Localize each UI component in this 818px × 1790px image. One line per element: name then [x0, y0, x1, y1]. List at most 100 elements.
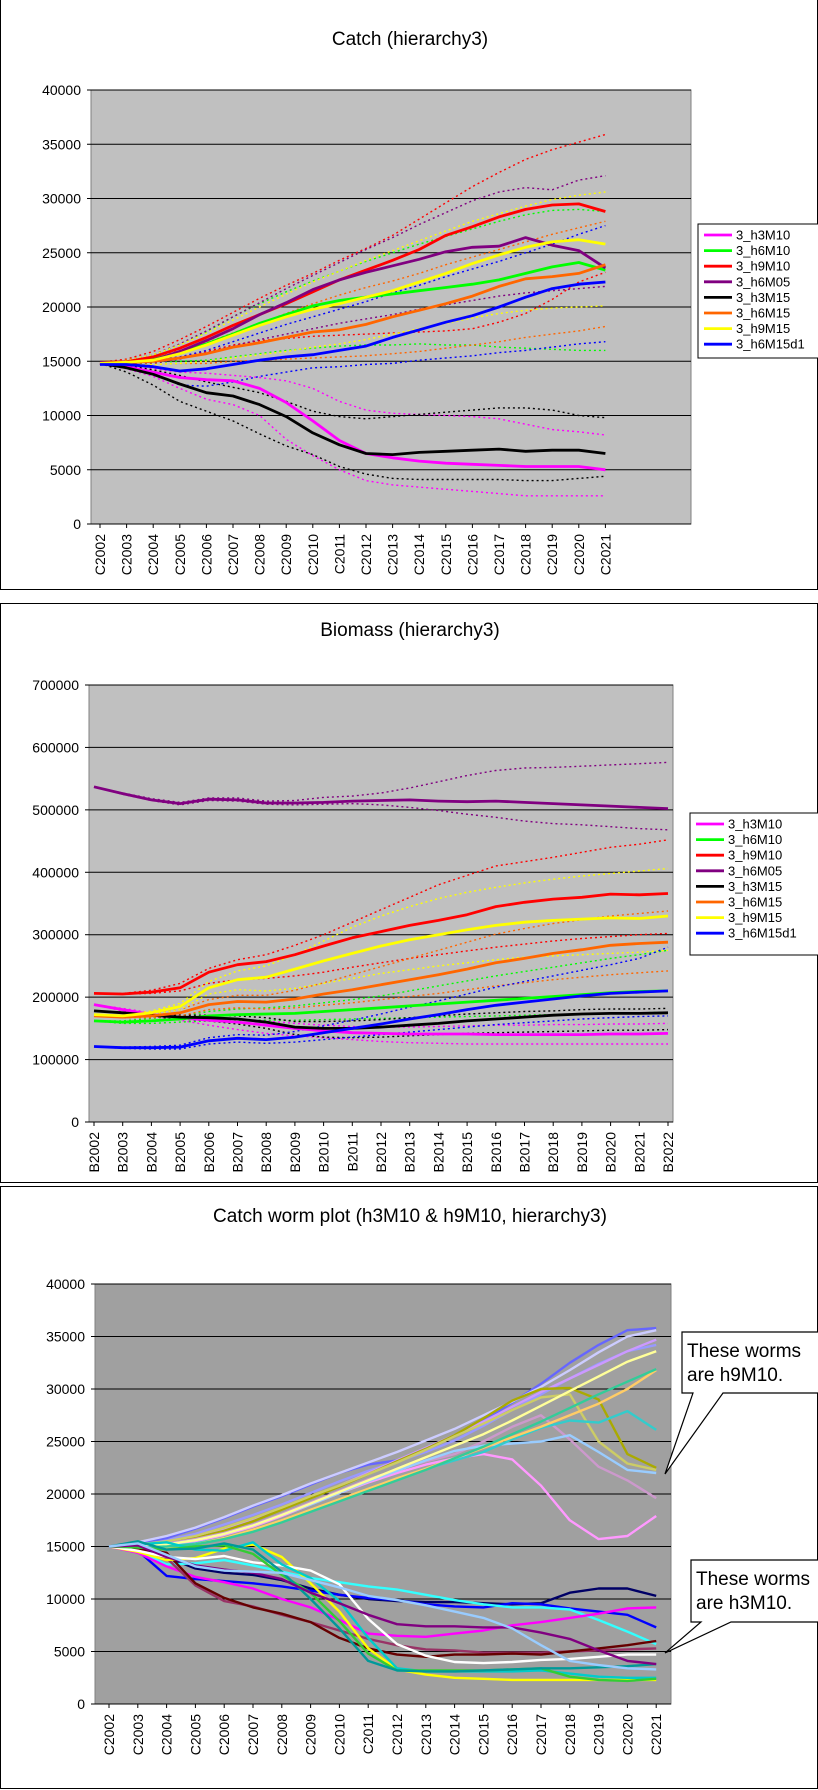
- series-line: [108, 1329, 657, 1548]
- y-tick-label: 200000: [32, 989, 79, 1005]
- x-tick-label: B2008: [258, 1132, 274, 1173]
- x-tick-label: C2007: [245, 1714, 261, 1755]
- legend-label: 3_h9M15: [736, 321, 790, 336]
- x-tick-label: B2017: [517, 1132, 533, 1173]
- series-line: [99, 263, 606, 365]
- x-tick-label: C2018: [562, 1714, 578, 1755]
- y-tick-label: 300000: [32, 927, 79, 943]
- y-tick-label: 20000: [46, 1486, 85, 1502]
- x-tick-label: C2021: [597, 534, 613, 575]
- x-tick-label: B2002: [86, 1132, 102, 1173]
- chart-title: Catch worm plot (h3M10 & h9M10, hierarch…: [213, 1206, 607, 1227]
- series-bound-line: [99, 305, 606, 366]
- series-bound-line: [99, 341, 606, 387]
- x-tick-label: C2020: [571, 534, 587, 575]
- legend-label: 3_h6M10: [736, 243, 790, 258]
- x-tick-label: C2019: [591, 1714, 607, 1755]
- y-tick-label: 20000: [42, 299, 81, 315]
- legend-label: 3_h3M15: [728, 879, 782, 894]
- series-bound-line: [99, 362, 606, 482]
- y-tick-label: 700000: [32, 677, 79, 693]
- x-tick-label: C2013: [385, 534, 401, 575]
- callout-text: These worms: [687, 1341, 801, 1362]
- series-line: [93, 914, 669, 1018]
- y-tick-label: 30000: [46, 1381, 85, 1397]
- x-tick-label: C2002: [101, 1714, 117, 1755]
- catch-chart-panel: Catch (hierarchy3) 0 5000 10000 15000 20000 25…: [0, 0, 818, 590]
- x-tick-label: C2014: [411, 534, 427, 575]
- biomass-chart: Biomass (hierarchy3) 0 100000 200000 300000 4…: [32, 620, 818, 1173]
- y-tick-label: 5000: [50, 462, 81, 478]
- y-tick-label: 0: [71, 1114, 79, 1130]
- legend-label: 3_h6M15: [728, 895, 782, 910]
- series-line: [93, 940, 669, 1019]
- x-tick-label: B2005: [172, 1132, 188, 1173]
- x-tick-label: B2014: [430, 1132, 446, 1173]
- x-tick-label: B2011: [344, 1132, 360, 1172]
- legend-label: 3_h6M15d1: [736, 337, 805, 352]
- y-tick-label: 35000: [42, 136, 81, 152]
- series-bound-line: [99, 133, 606, 363]
- series-bound-line: [93, 1011, 669, 1025]
- x-tick-label: C2012: [358, 534, 374, 575]
- x-tick-label: B2009: [287, 1132, 303, 1173]
- x-tick-label: B2020: [603, 1132, 619, 1173]
- legend-label: 3_h9M10: [728, 848, 782, 863]
- x-tick-label: C2003: [119, 534, 135, 575]
- series-bound-line: [100, 271, 606, 363]
- callout-text: are h3M10.: [696, 1593, 792, 1614]
- y-tick-label: 15000: [42, 353, 81, 369]
- x-tick-label: C2007: [225, 534, 241, 575]
- legend-label: 3_h9M15: [728, 910, 782, 925]
- y-tick-label: 0: [77, 1696, 85, 1712]
- x-tick-label: C2017: [491, 534, 507, 575]
- x-tick-label: C2018: [518, 534, 534, 575]
- legend-label: 3_h9M10: [736, 259, 790, 274]
- y-tick-label: 35000: [46, 1329, 85, 1345]
- series-line: [108, 1542, 657, 1671]
- legend-label: 3_h6M05: [736, 274, 790, 289]
- series-bound-line: [93, 946, 669, 1048]
- x-tick-label: C2002: [92, 534, 108, 575]
- callout-bubble: [664, 1559, 818, 1654]
- legend-label: 3_h6M15d1: [728, 926, 797, 941]
- y-tick-label: 10000: [42, 408, 81, 424]
- y-tick-label: 500000: [32, 802, 79, 818]
- legend-label: 3_h3M10: [728, 817, 782, 832]
- x-tick-label: C2003: [130, 1714, 146, 1755]
- series-bound-line: [93, 786, 669, 831]
- y-tick-label: 30000: [42, 191, 81, 207]
- chart-title: Catch (hierarchy3): [332, 29, 488, 50]
- x-tick-label: B2004: [143, 1132, 159, 1173]
- x-tick-label: C2021: [648, 1714, 664, 1755]
- series-bound-line: [93, 932, 669, 995]
- x-tick-label: C2004: [145, 534, 161, 575]
- x-tick-label: C2016: [504, 1714, 520, 1755]
- legend: [689, 812, 818, 956]
- y-tick-label: 40000: [46, 1276, 85, 1292]
- biomass-chart-panel: Biomass (hierarchy3) 0 100000 200000 300000 4…: [0, 603, 818, 1183]
- series-bound-line: [93, 970, 669, 1019]
- series-line: [100, 280, 606, 373]
- series-line: [108, 1368, 657, 1549]
- x-tick-label: C2004: [159, 1714, 175, 1755]
- y-tick-label: 5000: [54, 1644, 85, 1660]
- worm-plot-panel: Catch worm plot (h3M10 & h9M10, hierarch…: [0, 1186, 818, 1789]
- callout-text: These worms: [696, 1569, 810, 1590]
- x-tick-label: C2019: [544, 534, 560, 575]
- series-line: [108, 1545, 657, 1638]
- legend: [697, 223, 818, 359]
- x-tick-label: B2016: [488, 1132, 504, 1173]
- legend-label: 3_h3M15: [736, 290, 790, 305]
- x-tick-label: B2012: [373, 1132, 389, 1173]
- x-tick-label: B2013: [402, 1132, 418, 1173]
- x-tick-label: C2005: [172, 534, 188, 575]
- plot-area: [88, 684, 674, 1123]
- x-tick-label: C2012: [389, 1714, 405, 1755]
- x-tick-label: B2018: [545, 1132, 561, 1173]
- x-tick-label: C2011: [331, 534, 347, 574]
- callout-bubble: [664, 1331, 818, 1475]
- x-tick-label: C2017: [533, 1714, 549, 1755]
- series-line: [93, 892, 669, 996]
- series-line: [108, 1545, 657, 1646]
